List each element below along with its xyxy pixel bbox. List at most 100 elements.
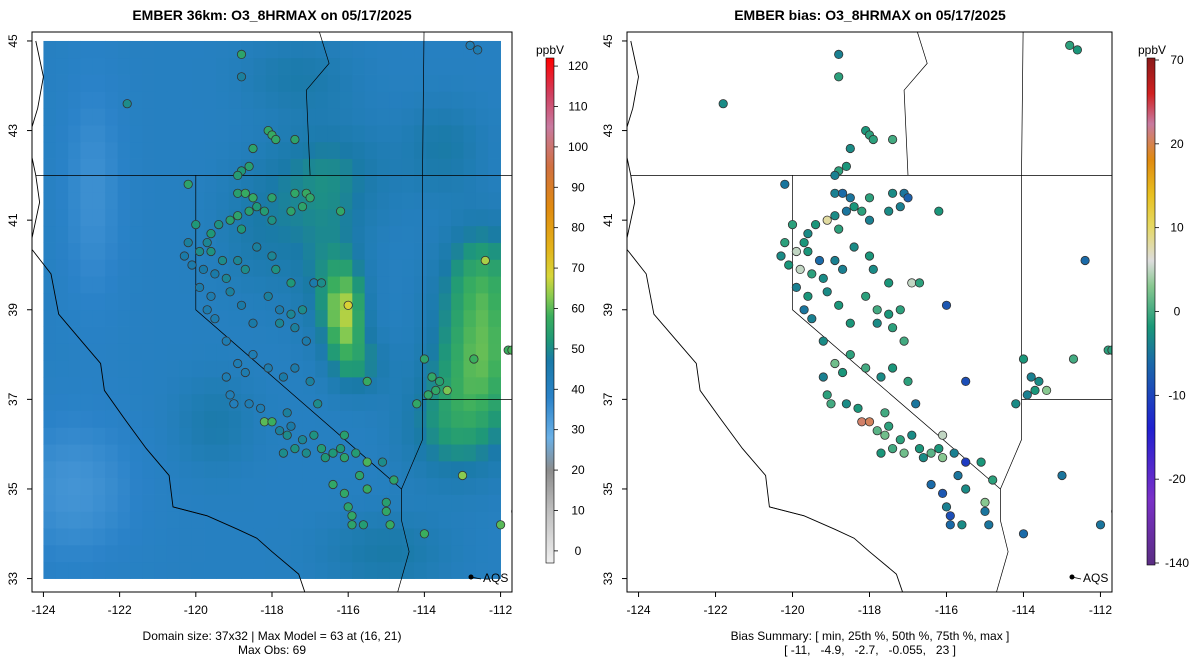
model-grid-cell	[191, 410, 205, 428]
model-grid-cell	[488, 528, 501, 546]
bias-station-point	[961, 376, 971, 386]
model-grid-cell	[43, 74, 57, 92]
bias-station-point	[872, 305, 882, 315]
obs-station-point	[412, 399, 422, 409]
colorbar-tick-label: 20	[1170, 137, 1184, 151]
model-grid-cell	[179, 360, 193, 378]
obs-station-point	[252, 202, 262, 212]
model-grid-cell	[364, 57, 378, 75]
model-grid-cell	[302, 225, 316, 243]
model-grid-cell	[377, 192, 390, 210]
model-grid-cell	[278, 192, 291, 210]
obs-station-point	[316, 278, 327, 288]
bias-station-point	[841, 206, 852, 216]
bias-station-point	[807, 269, 817, 279]
model-colorbar: ppbV 0 10 20 30 40 50 60 70 80 90 100 110 120	[536, 43, 588, 564]
model-grid-cell	[117, 208, 131, 227]
model-grid-cell	[265, 74, 279, 92]
model-grid-cell	[154, 276, 168, 294]
model-grid-cell	[278, 460, 291, 479]
obs-station-point	[358, 520, 368, 530]
bias-station-point	[818, 273, 828, 283]
model-grid-cell	[377, 158, 390, 176]
model-grid-cell	[414, 259, 427, 277]
model-grid-cell	[364, 74, 378, 92]
model-grid-cell	[216, 494, 230, 512]
x-tick-label: -124	[627, 603, 651, 617]
model-grid-cell	[105, 528, 118, 546]
model-grid-cell	[339, 175, 353, 193]
model-grid-cell	[315, 292, 328, 311]
obs-station-point	[473, 45, 483, 55]
model-grid-cell	[55, 242, 69, 260]
model-grid-cell	[105, 91, 118, 109]
model-grid-cell	[179, 108, 193, 126]
bias-station-point	[830, 170, 840, 180]
model-grid-cell	[463, 91, 477, 109]
bias-station-point	[784, 260, 794, 270]
model-grid-cell	[68, 444, 81, 462]
model-grid-cell	[327, 360, 341, 378]
model-grid-cell	[154, 528, 168, 546]
bias-station-point	[899, 336, 909, 346]
model-grid-cell	[166, 208, 180, 227]
model-grid-cell	[55, 141, 69, 159]
model-grid-cell	[401, 192, 415, 210]
model-grid-cell	[154, 141, 168, 159]
model-grid-cell	[463, 192, 477, 210]
model-grid-cell	[253, 108, 267, 126]
model-grid-cell	[228, 141, 242, 159]
bias-station-point	[887, 134, 898, 145]
model-grid-cell	[191, 561, 205, 579]
obs-station-point	[233, 188, 243, 198]
model-grid-cell	[426, 192, 440, 210]
model-grid-cell	[117, 410, 131, 428]
model-grid-cell	[43, 292, 57, 311]
model-grid-cell	[154, 124, 168, 143]
model-grid-cell	[352, 410, 366, 428]
model-grid-cell	[216, 57, 230, 75]
model-grid-cell	[179, 561, 193, 579]
y-tick-label: 37	[6, 392, 20, 406]
model-grid-cell	[377, 108, 390, 126]
model-grid-cell	[339, 158, 353, 176]
model-grid-cell	[179, 460, 193, 479]
state-boundary	[792, 175, 1009, 592]
x-tick-label: -112	[489, 603, 512, 617]
model-grid-cell	[204, 544, 217, 563]
model-grid-cell	[154, 511, 168, 529]
model-grid-cell	[105, 309, 118, 327]
model-grid-cell	[389, 158, 403, 176]
obs-station-point	[286, 421, 296, 431]
bias-station-point	[876, 372, 886, 382]
model-grid-cell	[327, 326, 341, 344]
bias-station-point	[961, 457, 971, 467]
bias-station-point	[780, 238, 790, 248]
y-tick-label: 33	[601, 572, 615, 586]
model-grid-cell	[426, 57, 440, 75]
model-grid-cell	[414, 292, 427, 311]
model-grid-cell	[451, 528, 464, 546]
model-grid-cell	[389, 376, 403, 395]
model-grid-cell	[377, 444, 390, 462]
model-grid-cell	[166, 74, 180, 92]
bias-station-point	[945, 511, 955, 521]
model-grid-cell	[475, 376, 489, 395]
model-grid-cell	[364, 360, 378, 378]
bias-station-point	[884, 309, 894, 319]
model-grid-cell	[339, 410, 353, 428]
bias-station-point	[803, 291, 813, 301]
model-grid-cell	[142, 74, 156, 92]
model-grid-cell	[339, 309, 353, 327]
obs-station-point	[244, 161, 254, 171]
model-grid-cell	[129, 561, 143, 579]
obs-station-point	[301, 448, 311, 458]
model-grid-cell	[216, 544, 230, 563]
model-grid-cell	[179, 393, 193, 411]
model-grid-cell	[154, 309, 168, 327]
model-grid-cell	[414, 225, 427, 243]
bias-station-point	[780, 179, 790, 189]
model-grid-cell	[352, 108, 366, 126]
model-grid-cell	[228, 511, 242, 529]
model-grid-cell	[68, 242, 81, 260]
